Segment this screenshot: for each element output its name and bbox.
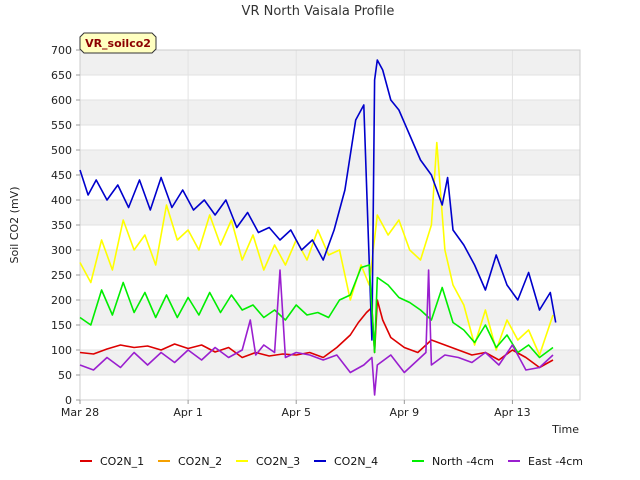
badge-box (79, 32, 157, 54)
plot-band (80, 150, 580, 175)
y-tick-label: 200 (51, 294, 72, 307)
y-tick-label: 650 (51, 69, 72, 82)
x-axis-label: Time (551, 423, 579, 436)
chart-title: VR North Vaisala Profile (242, 4, 395, 19)
legend-label: CO2N_1 (100, 455, 144, 468)
series-lines (79, 59, 557, 396)
y-axis-label: Soil CO2 (mV) (8, 187, 21, 264)
legend-label: CO2N_4 (334, 455, 378, 468)
plot-band (80, 50, 580, 75)
x-tick-label: Apr 5 (281, 406, 311, 419)
plot-band (80, 300, 580, 325)
x-tick-label: Mar 28 (61, 406, 99, 419)
badge-label: VR_soilco2 (85, 37, 151, 50)
y-tick-label: 450 (51, 169, 72, 182)
x-tick-label: Apr 13 (494, 406, 531, 419)
x-axis: Mar 28 Apr 1 Apr 5 Apr 9 Apr 13 (61, 400, 531, 419)
legend: CO2N_1 CO2N_2 CO2N_3 CO2N_4 North -4cm East -… (80, 455, 583, 468)
plot-band (80, 100, 580, 125)
y-tick-label: 250 (51, 269, 72, 282)
plot-band (80, 225, 580, 250)
legend-label: CO2N_3 (256, 455, 300, 468)
x-tick-label: Apr 9 (390, 406, 420, 419)
plot-band (80, 175, 580, 200)
y-tick-label: 550 (51, 119, 72, 132)
series-line-east-4cm (79, 269, 554, 396)
plot-band (80, 125, 580, 150)
y-tick-label: 350 (51, 219, 72, 232)
plot-band (80, 375, 580, 400)
y-tick-label: 150 (51, 319, 72, 332)
series-line-co2n-1 (79, 299, 554, 369)
y-tick-label: 100 (51, 344, 72, 357)
dataset-badge: VR_soilco2 (79, 32, 157, 54)
series-line-co2n-3 (79, 141, 554, 356)
y-axis: 0 50 100 150 200 250 300 350 400 450 500 550 600 650 7… (51, 44, 80, 407)
x-tick-label: Apr 1 (173, 406, 203, 419)
y-tick-label: 300 (51, 244, 72, 257)
plot-band (80, 200, 580, 225)
legend-label: CO2N_2 (178, 455, 222, 468)
plot-band (80, 75, 580, 100)
plot-background (80, 50, 580, 400)
plot-band (80, 275, 580, 300)
series-line-north-4cm (79, 264, 554, 359)
legend-label: East -4cm (528, 455, 583, 468)
y-tick-label: 0 (65, 394, 72, 407)
y-tick-label: 600 (51, 94, 72, 107)
y-tick-label: 700 (51, 44, 72, 57)
y-tick-label: 500 (51, 144, 72, 157)
y-tick-label: 400 (51, 194, 72, 207)
plot-band (80, 350, 580, 375)
y-tick-label: 50 (58, 369, 72, 382)
legend-label: North -4cm (432, 455, 494, 468)
series-line-co2n-4 (79, 59, 557, 341)
